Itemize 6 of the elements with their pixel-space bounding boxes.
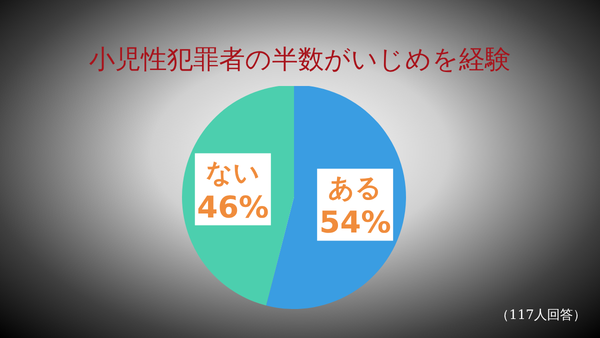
data-label: 46% (196, 190, 269, 226)
data-label: 54% (319, 206, 392, 241)
slice-label: ある (328, 174, 382, 204)
chart-title: 小児性犯罪者の半数がいじめを経験 (88, 44, 512, 77)
text: （117人回答） (496, 307, 586, 324)
slice-label: ない (206, 158, 260, 188)
